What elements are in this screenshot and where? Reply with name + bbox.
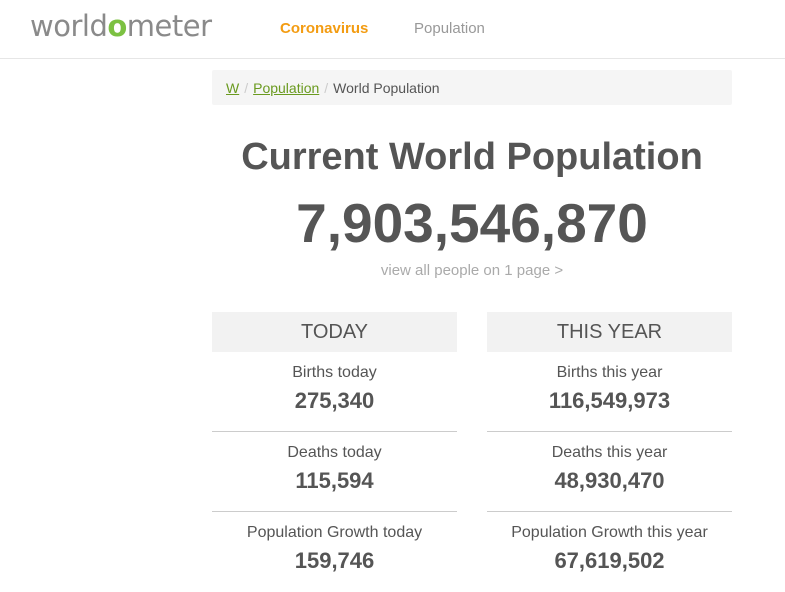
breadcrumb-separator: /: [324, 80, 329, 96]
worldometer-logo[interactable]: worldometer: [30, 9, 212, 43]
nav-population-link[interactable]: Population: [414, 20, 485, 37]
stat-value: 67,619,502: [554, 548, 665, 573]
logo-o: o: [107, 9, 127, 43]
logo-suffix: meter: [126, 9, 212, 43]
breadcrumb-current: World Population: [333, 80, 440, 96]
today-heading: TODAY: [212, 312, 457, 352]
growth-year-stat: Population Growth this year 67,619,502: [487, 512, 732, 592]
stat-value: 275,340: [294, 388, 375, 413]
view-all-people-link[interactable]: view all people on 1 page >: [380, 262, 564, 279]
stat-label: Deaths today: [287, 444, 382, 461]
growth-today-stat: Population Growth today 159,746: [212, 512, 457, 592]
nav-coronavirus-link[interactable]: Coronavirus: [280, 20, 369, 37]
stat-value: 159,746: [294, 548, 375, 573]
stat-label: Deaths this year: [551, 444, 668, 461]
stat-value: 115,594: [295, 468, 374, 493]
this-year-column: THIS YEAR Births this year 116,549,973 D…: [487, 312, 732, 592]
top-navbar: worldometer Coronavirus Population: [0, 0, 785, 59]
breadcrumb: W / Population / World Population: [212, 70, 732, 105]
deaths-today-stat: Deaths today 115,594: [212, 432, 457, 512]
stat-label: Population Growth today: [246, 524, 423, 541]
page-title: Current World Population: [241, 136, 703, 178]
stat-value: 116,549,973: [548, 388, 671, 413]
births-today-stat: Births today 275,340: [212, 352, 457, 432]
this-year-heading: THIS YEAR: [487, 312, 732, 352]
breadcrumb-home-link[interactable]: W: [226, 80, 240, 96]
logo-prefix: world: [30, 9, 108, 43]
births-year-stat: Births this year 116,549,973: [487, 352, 732, 432]
stat-label: Births this year: [556, 364, 663, 381]
stat-label: Births today: [292, 364, 377, 381]
breadcrumb-population-link[interactable]: Population: [253, 80, 320, 96]
world-population-counter: 7,903,546,870: [296, 192, 648, 254]
stat-value: 48,930,470: [554, 468, 665, 493]
stat-label: Population Growth this year: [511, 524, 708, 541]
deaths-year-stat: Deaths this year 48,930,470: [487, 432, 732, 512]
today-column: TODAY Births today 275,340 Deaths today …: [212, 312, 457, 592]
breadcrumb-separator: /: [244, 80, 249, 96]
